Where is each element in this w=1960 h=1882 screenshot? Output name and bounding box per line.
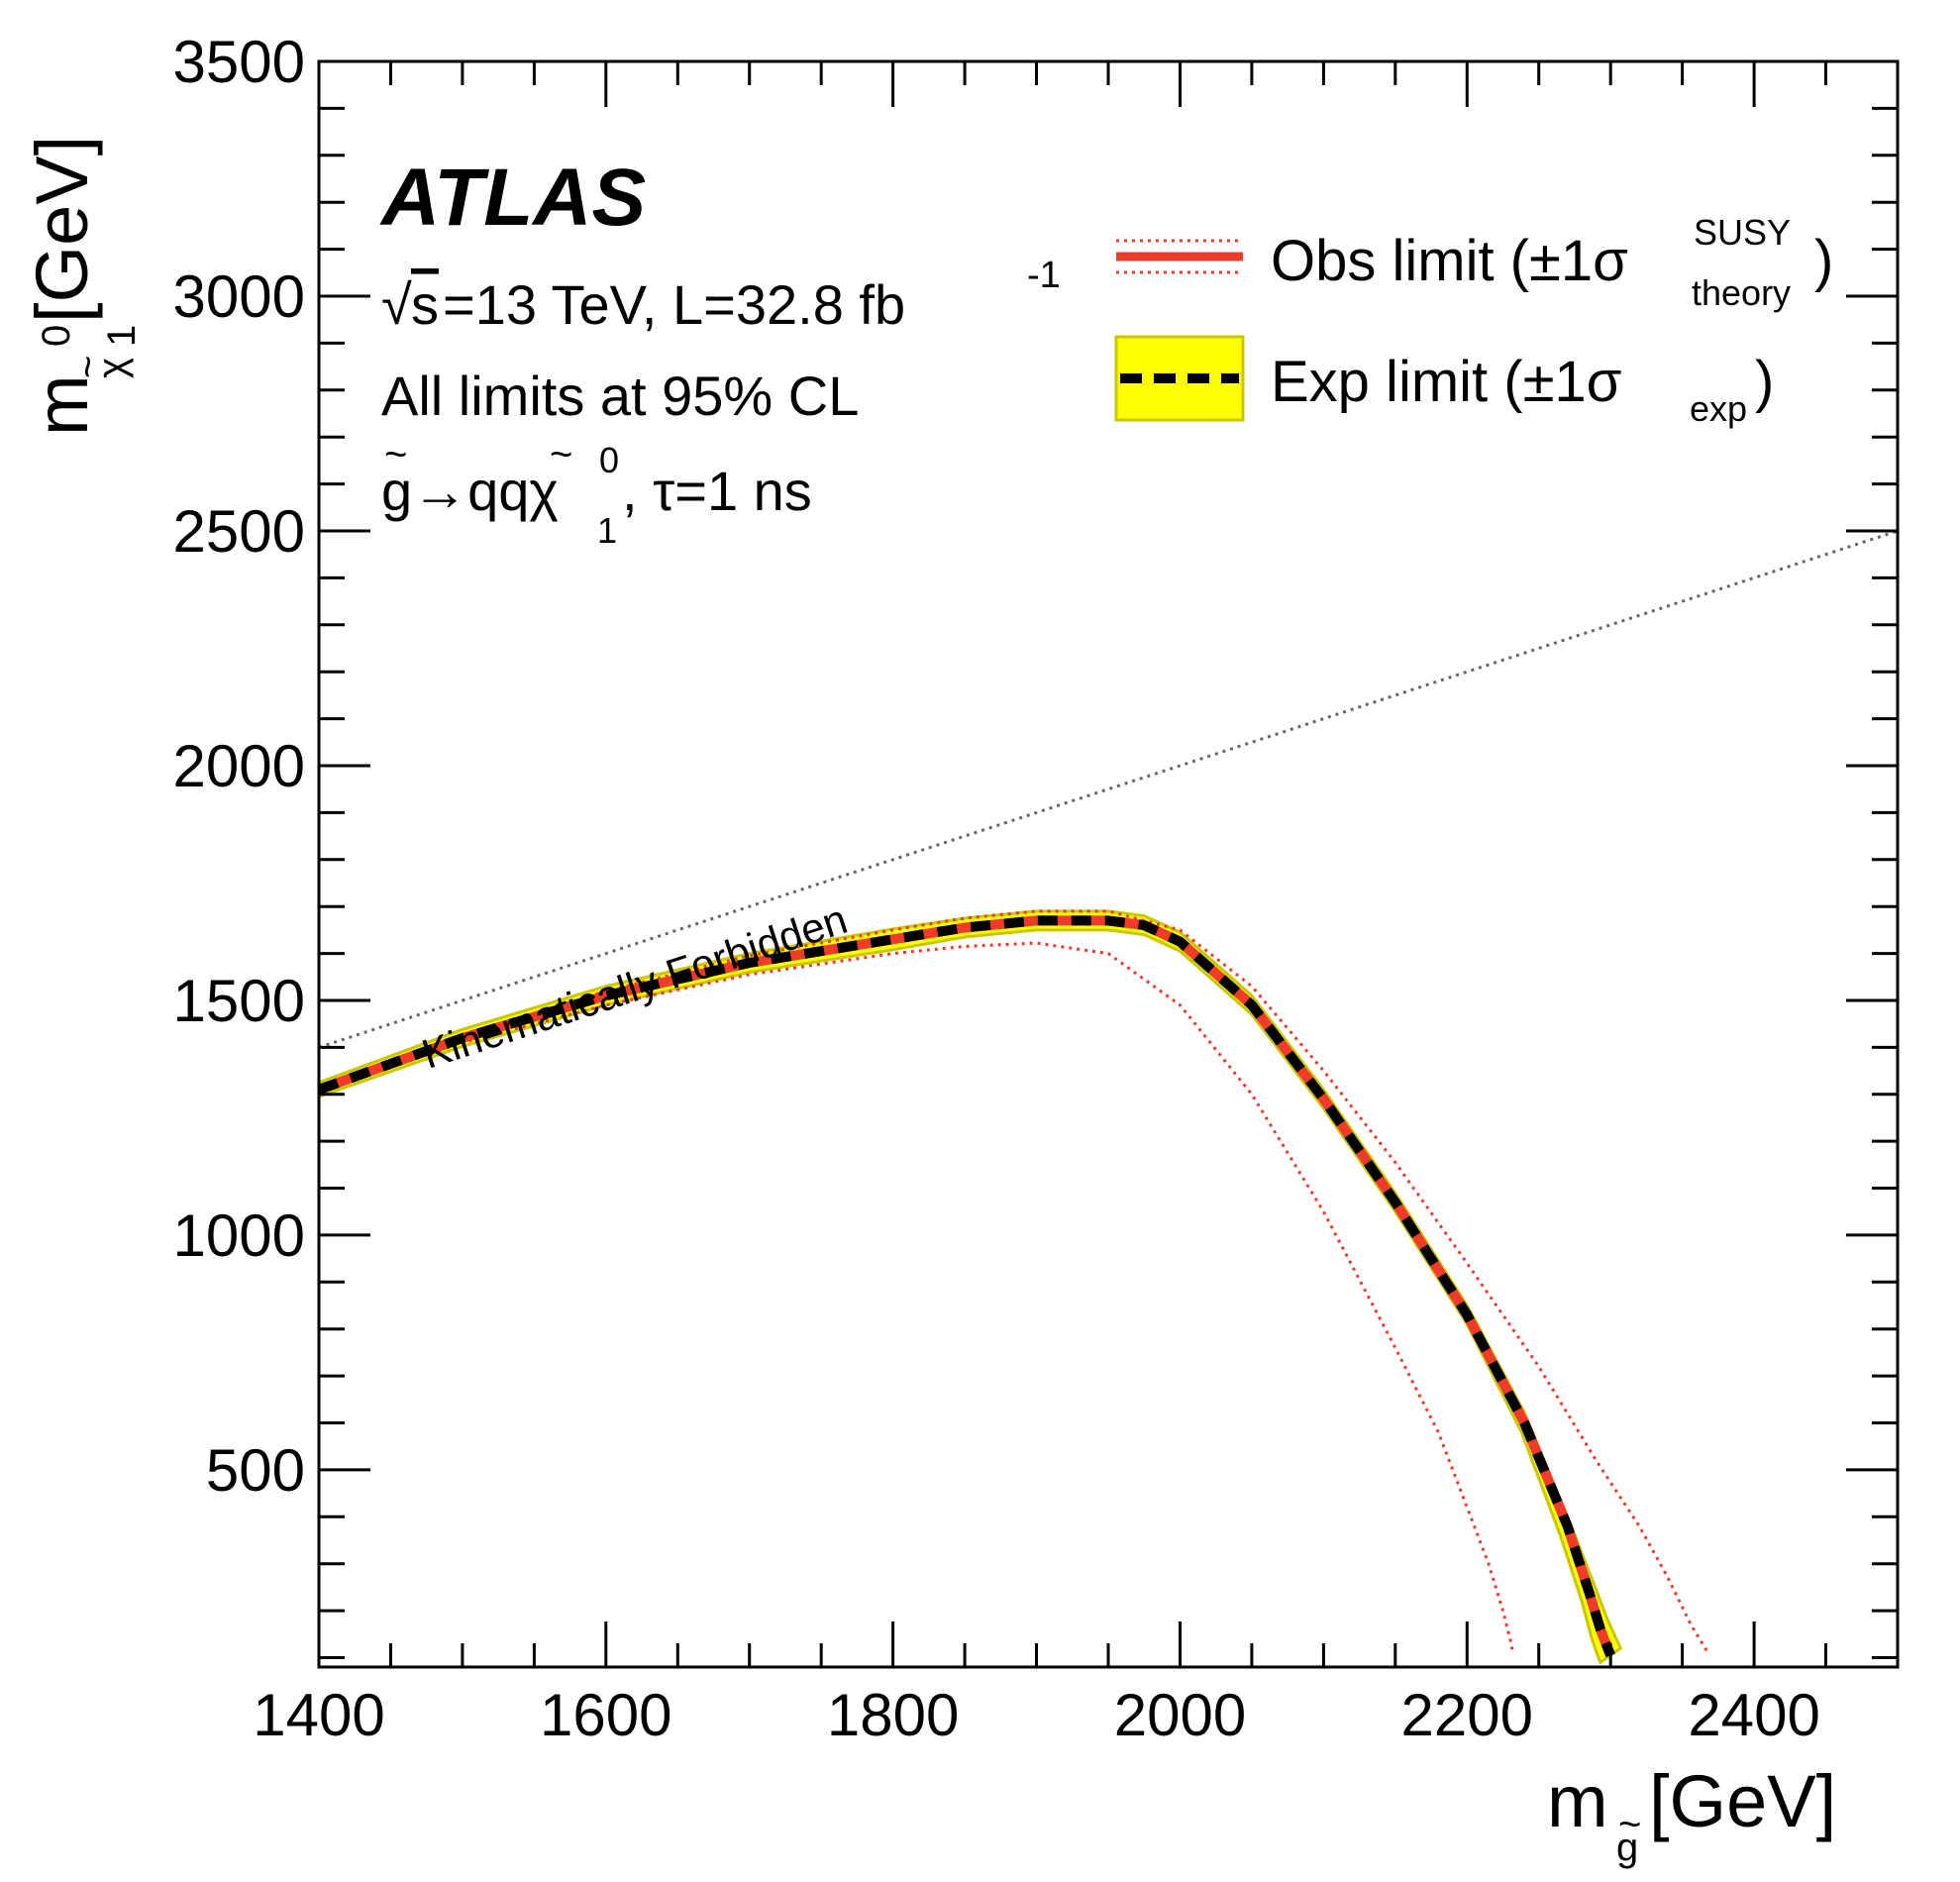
y-tick-label: 2500 — [173, 498, 305, 565]
process-annotation: ~ ~ g→qqχ 0 1 , τ=1 ns — [381, 433, 812, 551]
expected-limit-line — [317, 915, 1615, 1658]
legend-obs-label: Obs limit (±1σ — [1271, 229, 1628, 293]
y-tick-label: 500 — [206, 1437, 305, 1504]
x-tick-label: 1400 — [253, 1682, 384, 1748]
expected-band-layer — [317, 909, 1623, 1665]
y-tick-label: 1000 — [173, 1202, 305, 1269]
y-tick-labels: 500 1000 1500 2000 2500 3000 3500 — [173, 29, 305, 1504]
legend-exp-label: Exp limit (±1σ — [1271, 350, 1621, 414]
limit-lines-layer — [317, 909, 1709, 1658]
x-axis-title-symbol: m — [1547, 1760, 1608, 1842]
x-tick-label: 2000 — [1114, 1682, 1246, 1748]
cl-annotation: All limits at 95% CL — [381, 365, 859, 427]
x-tick-label: 1800 — [827, 1682, 959, 1748]
observed-minus-1sigma-line — [318, 941, 1515, 1654]
energy-sqrt: √ — [381, 273, 412, 336]
legend-entry-observed: Obs limit (±1σ SUSY theory ) — [1116, 212, 1833, 313]
x-tick-label: 1600 — [540, 1682, 671, 1748]
legend: Obs limit (±1σ SUSY theory ) Exp limit (… — [1114, 212, 1833, 429]
legend-entry-expected: Exp limit (±1σ exp ) — [1114, 335, 1774, 429]
legend-exp-close: ) — [1755, 350, 1774, 414]
y-axis-title: m ~ χ 0 1 [GeV] — [21, 136, 144, 436]
x-axis-title-unit: [GeV] — [1649, 1760, 1836, 1842]
y-tick-label: 1500 — [173, 968, 305, 1034]
x-tick-labels: 1400 1600 1800 2000 2200 2400 — [253, 1682, 1820, 1748]
legend-obs-sup: SUSY — [1694, 212, 1791, 253]
y-axis-title-tilde: ~ — [66, 356, 110, 378]
process-tau: , τ=1 ns — [622, 460, 812, 522]
y-axis-title-sub: 1 — [100, 325, 144, 347]
process-gluino-tilde: ~ — [384, 433, 407, 476]
x-axis-title: m ~ g [GeV] — [1547, 1760, 1836, 1869]
y-axis-title-subsymbol: χ — [90, 358, 134, 378]
tick-marks — [317, 59, 1900, 1667]
legend-obs-sub: theory — [1692, 272, 1791, 313]
energy-s: s — [411, 273, 439, 336]
y-axis-title-unit: [GeV] — [21, 136, 103, 323]
energy-text: =13 TeV, L=32.8 fb — [443, 273, 905, 336]
process-sup: 0 — [599, 440, 619, 480]
expected-limit-band — [317, 909, 1623, 1665]
y-tick-label: 3000 — [173, 263, 305, 330]
x-tick-label: 2200 — [1401, 1682, 1533, 1748]
process-sub: 1 — [597, 510, 617, 551]
x-tick-label: 2400 — [1688, 1682, 1819, 1748]
y-axis-title-symbol: m — [21, 374, 103, 436]
y-tick-label: 2000 — [173, 733, 305, 799]
y-tick-label: 3500 — [173, 29, 305, 95]
legend-obs-close: ) — [1814, 229, 1833, 293]
process-neutralino-tilde: ~ — [550, 433, 572, 476]
process-text: g→qqχ — [381, 460, 559, 522]
energy-annotation: √ s =13 TeV, L=32.8 fb -1 — [381, 255, 1061, 336]
y-axis-title-sup: 0 — [35, 325, 78, 347]
legend-exp-sub: exp — [1690, 388, 1747, 429]
atlas-label: ATLAS — [379, 153, 646, 243]
luminosity-exponent: -1 — [1027, 255, 1061, 296]
x-axis-title-sub: g — [1616, 1826, 1638, 1869]
x-axis-title-tilde: ~ — [1618, 1803, 1641, 1846]
